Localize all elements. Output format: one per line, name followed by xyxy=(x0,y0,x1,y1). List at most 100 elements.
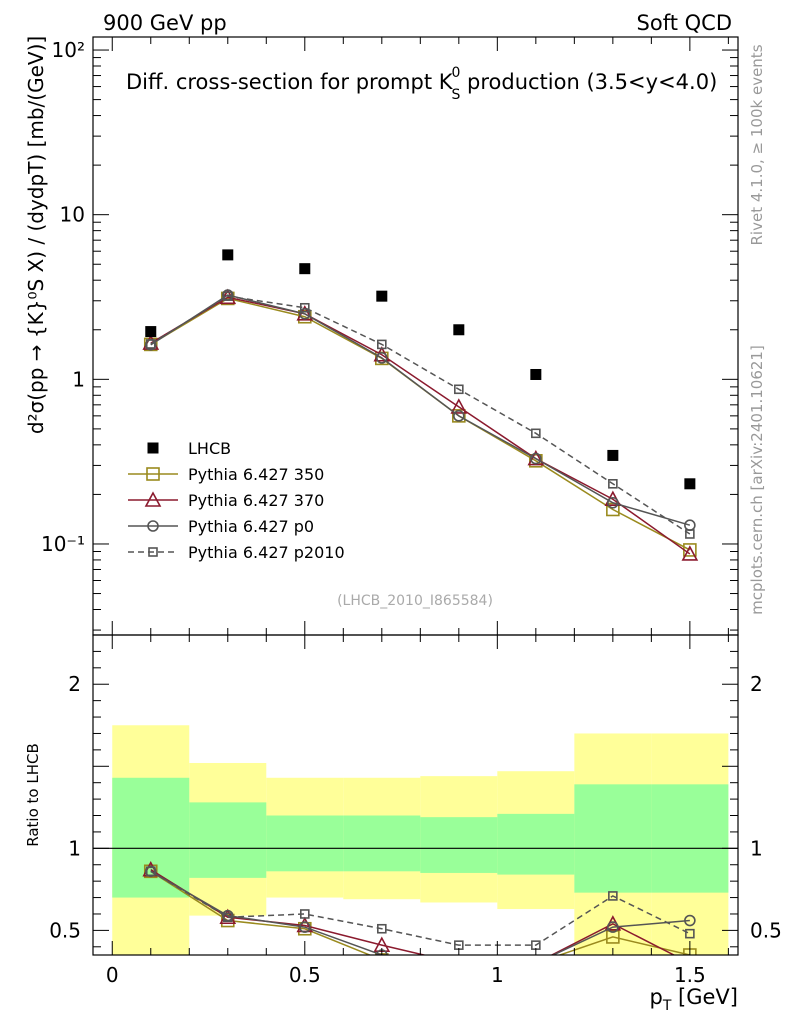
data-point-2 xyxy=(299,263,311,275)
top-series-3-point-3 xyxy=(377,339,387,350)
header-left: 900 GeV pp xyxy=(103,11,227,35)
x-axis-label: pT [GeV] xyxy=(649,985,738,1014)
top-series-0-point-4 xyxy=(452,409,466,423)
rivet-version: Rivet 4.1.0, ≥ 100k events xyxy=(748,44,766,245)
ratio-series-3-point-0 xyxy=(145,866,156,877)
y-ratio-tick-label-right-2: 2 xyxy=(750,672,763,696)
top-series-line-1 xyxy=(150,296,691,555)
top-axis-ticks: 10⁻¹ 1 10 10² xyxy=(41,37,738,635)
ratio-series-2-point-0 xyxy=(144,865,157,878)
top-series-1-point-7 xyxy=(681,545,699,561)
top-series-2-point-5 xyxy=(530,452,542,465)
band-green-3 xyxy=(343,815,421,872)
legend-label-2: Pythia 6.427 370 xyxy=(188,491,324,510)
legend-label-4: Pythia 6.427 p2010 xyxy=(188,543,345,562)
y-ratio-tick-label-right-0: 0.5 xyxy=(750,918,782,942)
data-point-1 xyxy=(222,249,234,261)
data-point-7 xyxy=(684,478,696,490)
band-green-0 xyxy=(112,777,190,898)
header-right: Soft QCD xyxy=(637,11,732,35)
legend: LHCB Pythia 6.427 350 Pythia 6.427 370 Pyth… xyxy=(128,439,345,562)
data-point-5 xyxy=(530,368,542,380)
chart-title-rest: production (3.5<y<4.0) xyxy=(460,70,717,94)
top-series-3-point-2 xyxy=(299,302,310,313)
x-tick-label-3: 1.5 xyxy=(674,963,706,987)
ratio-series-line-2 xyxy=(150,870,690,955)
band-green-5 xyxy=(497,813,575,875)
legend-label-3: Pythia 6.427 p0 xyxy=(188,517,314,536)
ratio-series-line-3 xyxy=(150,870,691,946)
y-top-tick-label-3: 10² xyxy=(52,38,85,62)
band-green-6 xyxy=(574,784,652,893)
y-ratio-tick-label-right-1: 1 xyxy=(750,836,763,860)
legend-marker-4 xyxy=(148,547,158,557)
analysis-id: (LHCB_2010_I865584) xyxy=(337,593,493,609)
y-ratio-tick-label-left-1: 1 xyxy=(68,836,81,860)
ratio-series-3-point-2 xyxy=(299,909,310,919)
ratio-series-1-point-5 xyxy=(535,954,537,955)
x-tick-label-2: 1 xyxy=(491,963,504,987)
y-top-tick-label-0: 10⁻¹ xyxy=(41,532,85,556)
x-axis-label-sub: T xyxy=(662,998,672,1014)
x-tick-label-0: 0 xyxy=(106,963,119,987)
data-point-3 xyxy=(376,290,388,302)
top-series-2-point-6 xyxy=(607,496,619,509)
legend-marker-0 xyxy=(147,442,159,454)
ratio-series-0-point-5 xyxy=(530,957,542,969)
ratio-series-2-point-4 xyxy=(454,958,464,968)
band-green-1 xyxy=(189,802,267,878)
ratio-series-3-point-1 xyxy=(222,912,233,923)
top-series-3-point-6 xyxy=(608,479,618,489)
y-top-tick-label-2: 10 xyxy=(60,203,85,227)
top-series-3-point-7 xyxy=(685,529,695,539)
top-series-2-point-4 xyxy=(453,410,465,422)
chart-title-main: Diff. cross-section for prompt K xyxy=(126,70,454,94)
data-point-0 xyxy=(145,326,157,338)
x-axis-label-unit: [GeV] xyxy=(671,985,738,1009)
y-axis-label-ratio: Ratio to LHCB xyxy=(24,743,42,847)
chart-title: Diff. cross-section for prompt K0 S produ… xyxy=(126,65,717,103)
legend-marker-2 xyxy=(144,491,162,507)
x-axis-label-main: p xyxy=(649,985,662,1009)
x-tick-label-1: 0.5 xyxy=(289,963,321,987)
ratio-series-2-point-6 xyxy=(607,921,619,933)
top-series-2-point-3 xyxy=(376,352,388,364)
top-panel: 10⁻¹ 1 10 10² Diff. cross-section for promp… xyxy=(24,36,739,636)
ratio-series-2-point-2 xyxy=(298,921,311,933)
top-series-0-point-5 xyxy=(529,454,543,468)
top-series-1-point-4 xyxy=(450,398,468,414)
ratio-series-2-point-7 xyxy=(684,914,696,927)
y-ratio-tick-label-left-0: 0.5 xyxy=(49,918,81,942)
legend-marker-1 xyxy=(146,467,160,481)
band-green-2 xyxy=(266,815,344,872)
ratio-frame xyxy=(92,634,739,956)
top-series-3-point-1 xyxy=(222,291,233,301)
y-axis-label-top: d²σ(pp → {K}⁰S X) / (dydpT) [mb/(GeV)] xyxy=(24,36,48,434)
data-point-6 xyxy=(607,449,619,461)
ratio-series-3-point-3 xyxy=(377,923,387,934)
mcplots-credit: mcplots.cern.ch [arXiv:2401.10621] xyxy=(748,345,766,615)
legend-label-0: LHCB xyxy=(188,439,231,458)
band-green-7 xyxy=(651,784,729,893)
ratio-series-2-point-5 xyxy=(531,958,541,968)
ratio-series-line-0 xyxy=(150,870,691,955)
top-series-line-0 xyxy=(150,297,691,551)
top-series-1-point-5 xyxy=(527,449,545,466)
ratio-panel: 0 0.5 1 1.5 0.5 0.5 1 1 2 2 Ratio to LHCB xyxy=(24,634,782,987)
top-series-2-point-2 xyxy=(298,308,311,320)
data-point-4 xyxy=(453,324,465,336)
top-series-3-point-4 xyxy=(454,384,464,395)
top-series-3-point-5 xyxy=(531,428,541,439)
ratio-series-1-point-4 xyxy=(458,954,460,955)
chart-title-sub: S xyxy=(451,87,460,103)
chart-title-sup: 0 xyxy=(452,65,461,81)
top-series-line-3 xyxy=(150,295,691,535)
ratio-plot-content xyxy=(93,725,738,969)
legend-marker-3 xyxy=(147,520,159,532)
ratio-axis-ticks: 0 0.5 1 1.5 0.5 0.5 1 1 2 2 xyxy=(49,634,782,987)
top-plot-content xyxy=(142,249,699,561)
top-series-3-point-0 xyxy=(145,339,156,349)
ratio-series-0-point-0 xyxy=(143,864,158,879)
ratio-series-3-point-6 xyxy=(608,891,618,901)
